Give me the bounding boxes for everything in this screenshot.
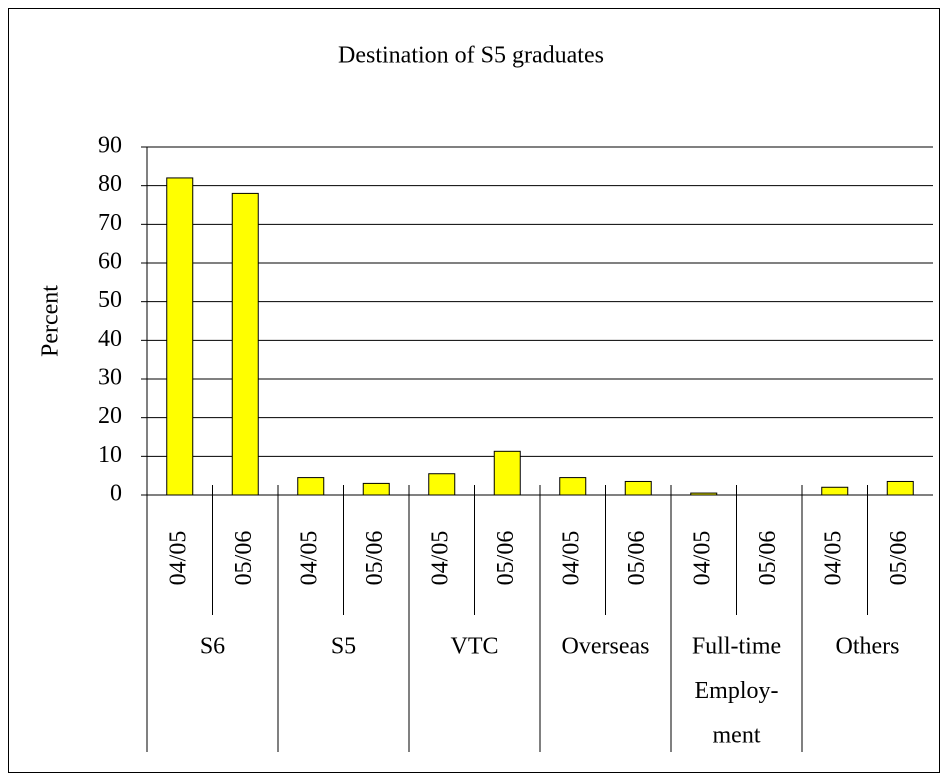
y-tick-label: 60	[98, 249, 122, 275]
group-label: Full-time	[692, 634, 781, 660]
x-tick-label: 04/05	[558, 531, 584, 586]
bar	[821, 486, 849, 496]
group-label: Employ-	[695, 678, 779, 704]
group-label: S6	[200, 634, 225, 660]
y-tick-label: 20	[98, 403, 122, 429]
y-axis-label: Percent	[38, 285, 64, 357]
group-label: ment	[713, 723, 761, 749]
x-tick-label: 05/06	[231, 531, 257, 586]
x-tick-label: 05/06	[886, 531, 912, 586]
y-tick-label: 40	[98, 326, 122, 352]
x-tick-label: 05/06	[755, 531, 781, 586]
bar	[166, 177, 194, 496]
bar	[624, 480, 652, 496]
chart-border	[8, 8, 940, 773]
bar	[297, 477, 325, 496]
x-tick-label: 05/06	[493, 531, 519, 586]
bar	[690, 492, 718, 496]
group-label: VTC	[451, 634, 499, 660]
y-tick-label: 0	[110, 481, 122, 507]
x-tick-label: 04/05	[296, 531, 322, 586]
bar	[493, 450, 521, 496]
x-tick-label: 04/05	[820, 531, 846, 586]
bar	[362, 482, 390, 496]
x-tick-label: 05/06	[624, 531, 650, 586]
x-tick-label: 05/06	[362, 531, 388, 586]
y-tick-label: 50	[98, 287, 122, 313]
y-tick-label: 90	[98, 133, 122, 159]
bar	[559, 477, 587, 496]
x-tick-label: 04/05	[689, 531, 715, 586]
bar	[231, 192, 259, 496]
x-tick-label: 04/05	[427, 531, 453, 586]
y-tick-label: 10	[98, 442, 122, 468]
bar	[886, 480, 914, 496]
group-label: S5	[331, 634, 356, 660]
y-tick-label: 80	[98, 171, 122, 197]
group-label: Overseas	[562, 634, 650, 660]
bar	[428, 473, 456, 496]
y-tick-label: 30	[98, 365, 122, 391]
y-tick-label: 70	[98, 210, 122, 236]
chart-title: Destination of S5 graduates	[338, 43, 604, 69]
x-tick-label: 04/05	[165, 531, 191, 586]
group-label: Others	[836, 634, 900, 660]
